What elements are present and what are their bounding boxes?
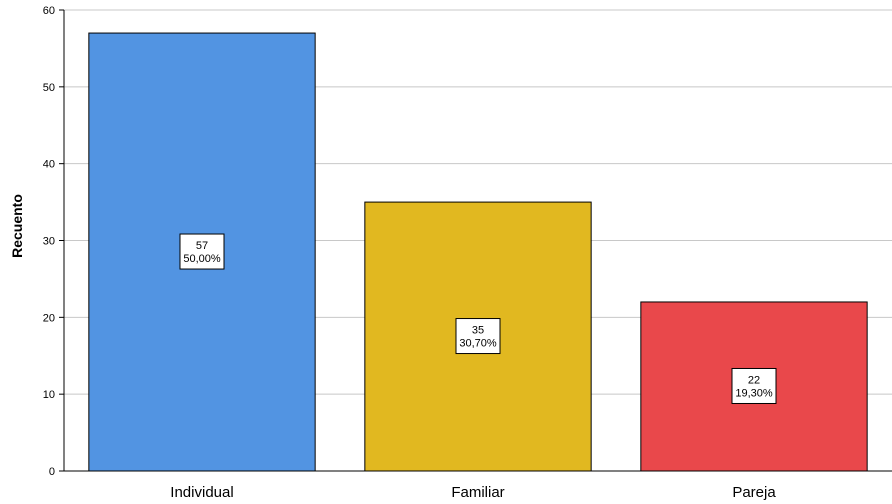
y-tick-label: 60 bbox=[43, 5, 55, 17]
y-tick-label: 20 bbox=[43, 312, 55, 324]
y-tick-labels: 0 10 20 30 40 50 60 bbox=[43, 5, 64, 478]
data-label-count: 57 bbox=[196, 240, 208, 252]
y-tick-label: 40 bbox=[43, 159, 55, 171]
y-tick-label: 50 bbox=[43, 82, 55, 94]
bars bbox=[88, 32, 868, 472]
x-tick-label: Individual bbox=[170, 484, 233, 501]
y-axis-label: Recuento bbox=[9, 194, 25, 258]
data-label-box bbox=[179, 233, 225, 270]
data-label-percent: 30,70% bbox=[459, 338, 497, 350]
data-label-percent: 19,30% bbox=[735, 387, 773, 399]
data-label-box bbox=[731, 367, 777, 404]
data-label-percent: 50,00% bbox=[183, 253, 221, 265]
data-label-count: 35 bbox=[472, 325, 484, 337]
data-label-box bbox=[455, 318, 501, 355]
x-tick-label: Familiar bbox=[451, 484, 504, 501]
y-tick-label: 30 bbox=[43, 236, 55, 248]
x-tick-labels: Individual Familiar Pareja bbox=[170, 484, 776, 501]
y-tick-label: 10 bbox=[43, 389, 55, 401]
y-tick-label: 0 bbox=[49, 466, 55, 478]
data-label-count: 22 bbox=[748, 374, 760, 386]
x-tick-label: Pareja bbox=[732, 484, 776, 501]
